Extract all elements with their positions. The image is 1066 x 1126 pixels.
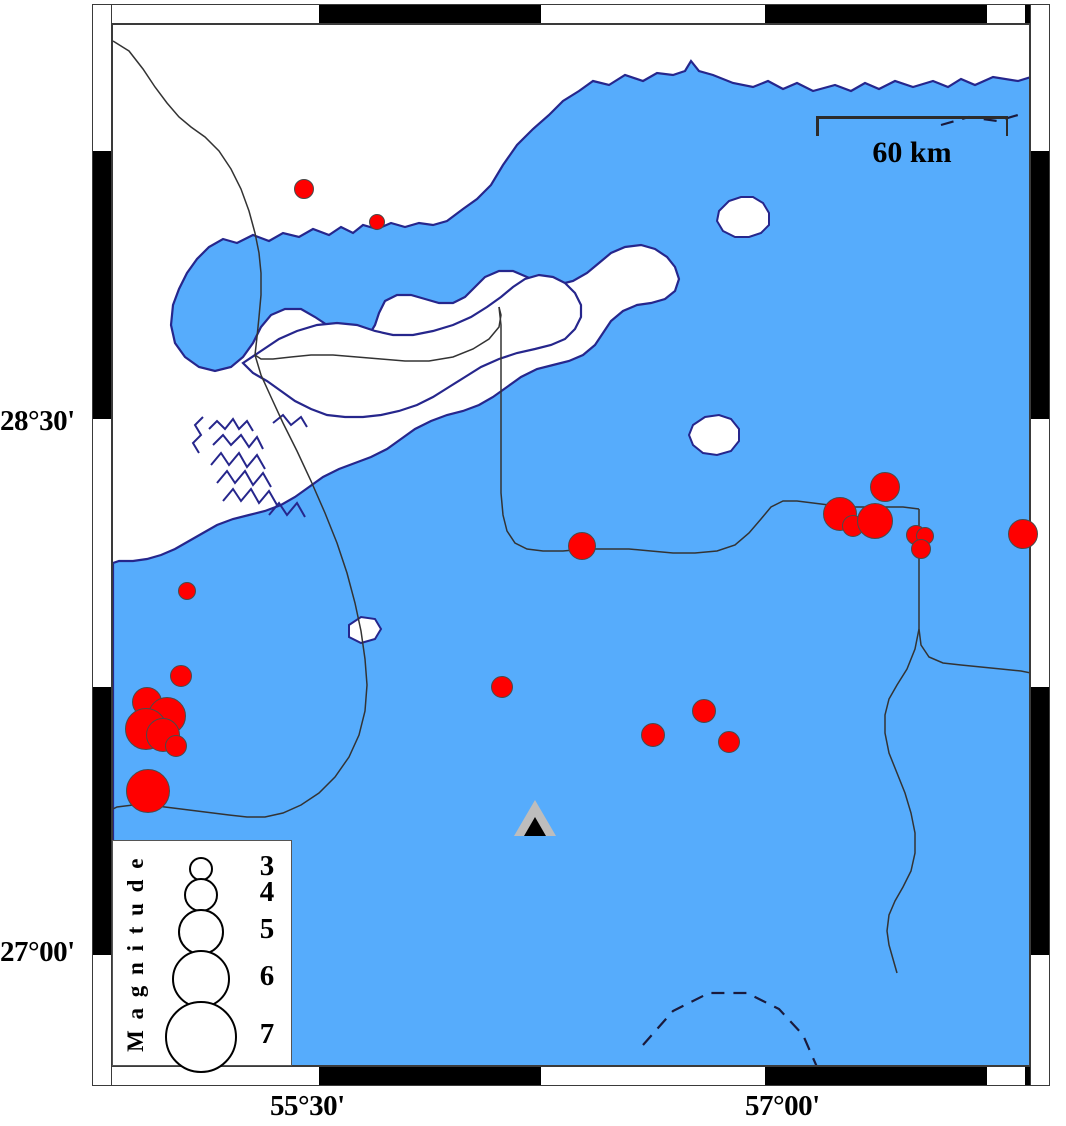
legend-title-text: M a g n i t u d e — [123, 856, 148, 1052]
scale-bar — [816, 116, 1008, 138]
legend-title: M a g n i t u d e — [119, 847, 153, 1061]
scale-bar-tick-left — [816, 116, 819, 136]
frame-left — [92, 4, 112, 1086]
boundary-central-loop — [254, 306, 502, 362]
water-layer — [113, 59, 1029, 1065]
legend-circle-m7 — [165, 1001, 237, 1074]
legend-value-3: 3 — [259, 850, 275, 882]
legend-symbol-column — [159, 841, 243, 1074]
longitude-label-5700: 57°00' — [745, 1090, 820, 1122]
frame-top — [92, 4, 1050, 24]
latitude-label-2830: 28°30' — [0, 405, 75, 437]
mangrove-detail — [191, 413, 308, 518]
frame-right — [1030, 4, 1050, 1086]
administrative-boundaries — [113, 40, 1029, 974]
triangle-inner-icon — [524, 817, 546, 836]
boundary-northwest — [113, 40, 262, 356]
legend-value-7: 7 — [259, 1018, 275, 1051]
legend-circle-m6 — [172, 949, 230, 1008]
sea-polygon — [113, 59, 1029, 1065]
legend-value-5: 5 — [259, 912, 275, 945]
legend-value-6: 6 — [259, 959, 275, 992]
scale-bar-label: 60 km — [872, 136, 952, 169]
scale-bar-tick-right — [1005, 116, 1008, 136]
qeshm-island — [241, 273, 583, 419]
latitude-label-2700: 27°00' — [0, 936, 75, 968]
boundary-mid-vertical — [498, 306, 920, 554]
island-hengam — [715, 196, 770, 238]
map-vector-layer — [113, 40, 1029, 1065]
boundary-southeast — [884, 628, 920, 974]
legend-circle-m4 — [184, 878, 218, 913]
boundary-east-step — [918, 509, 1029, 674]
island-small-3 — [348, 615, 383, 645]
longitude-label-5530: 55°30' — [270, 1090, 345, 1122]
boundary-southwest — [113, 354, 368, 818]
frame-bottom — [92, 1066, 1050, 1086]
island-small-2 — [687, 413, 740, 457]
submarine-boundary — [642, 111, 1026, 1065]
legend-circle-m5 — [178, 908, 224, 955]
legend-value-4: 4 — [259, 876, 275, 909]
scale-bar-line — [816, 116, 1008, 119]
